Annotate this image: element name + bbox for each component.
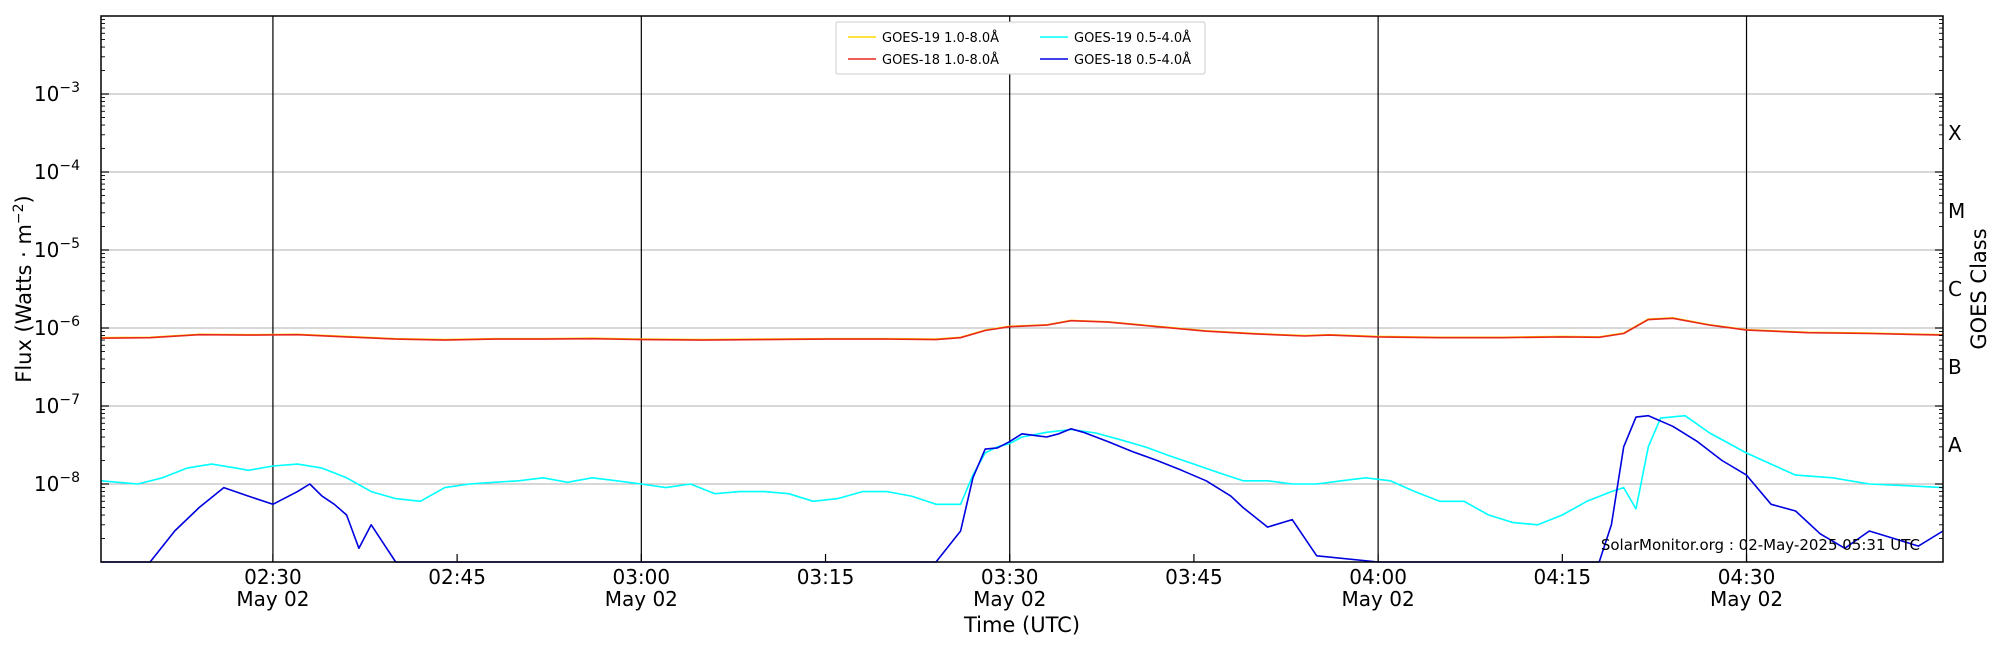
legend-label: GOES-19 1.0-8.0Å	[882, 30, 999, 46]
x-axis-title: Time (UTC)	[963, 613, 1080, 637]
y-tick-label: 10−5	[34, 236, 80, 262]
goes-class-labels: A B C M X	[1948, 121, 1965, 457]
x-tick-date-label: May 02	[973, 587, 1046, 611]
series-line-2	[100, 317, 1944, 341]
x-tick-label: 03:30	[981, 565, 1039, 589]
y-tick-label: 10−6	[34, 314, 80, 340]
x-tick-label: 03:15	[797, 565, 855, 589]
legend-label: GOES-18 0.5-4.0Å	[1074, 52, 1191, 68]
legend-box	[835, 21, 1206, 75]
right-axis-title: GOES Class	[1967, 228, 1991, 349]
plot-frame	[100, 15, 1944, 563]
goes-class-label: M	[1948, 199, 1965, 223]
goes-class-label: X	[1948, 121, 1962, 145]
x-tick-label: 02:30	[244, 565, 302, 589]
goes-class-label: C	[1948, 277, 1962, 301]
legend-label: GOES-19 0.5-4.0Å	[1074, 30, 1191, 46]
x-tick-label: 03:45	[1165, 565, 1223, 589]
horizontal-grid	[101, 93, 1943, 485]
x-tick-label: 02:45	[428, 565, 486, 589]
series-line-3	[100, 414, 1944, 526]
x-tick-date-label: May 02	[605, 587, 678, 611]
x-tick-date-label: May 02	[1342, 587, 1415, 611]
x-tick-date-label: May 02	[236, 587, 309, 611]
y-tick-label: 10−4	[34, 158, 80, 184]
x-tick-label: 04:00	[1349, 565, 1407, 589]
footer-credit: SolarMonitor.org : 02-May-2025 05:31 UTC	[1601, 536, 1920, 554]
series-line-4	[101, 414, 1944, 563]
legend: GOES-19 1.0-8.0Å GOES-18 1.0-8.0Å GOES-19 …	[835, 21, 1206, 75]
goes-class-label: A	[1948, 433, 1962, 457]
x-tick-date-label: May 02	[1710, 587, 1783, 611]
series-line-1	[100, 316, 1944, 341]
goes-class-label: B	[1948, 355, 1962, 379]
y-axis-title: Flux (Watts · m−2)	[11, 195, 36, 383]
x-tick-label: 03:00	[612, 565, 670, 589]
y-tick-label: 10−8	[34, 470, 80, 496]
x-tick-label: 04:15	[1533, 565, 1591, 589]
y-tick-label: 10−7	[34, 392, 80, 418]
legend-label: GOES-18 1.0-8.0Å	[882, 52, 999, 68]
x-tick-label: 04:30	[1718, 565, 1776, 589]
series-lines	[100, 316, 1944, 563]
day-vertical-lines	[272, 16, 1748, 562]
y-tick-label: 10−3	[34, 80, 80, 106]
